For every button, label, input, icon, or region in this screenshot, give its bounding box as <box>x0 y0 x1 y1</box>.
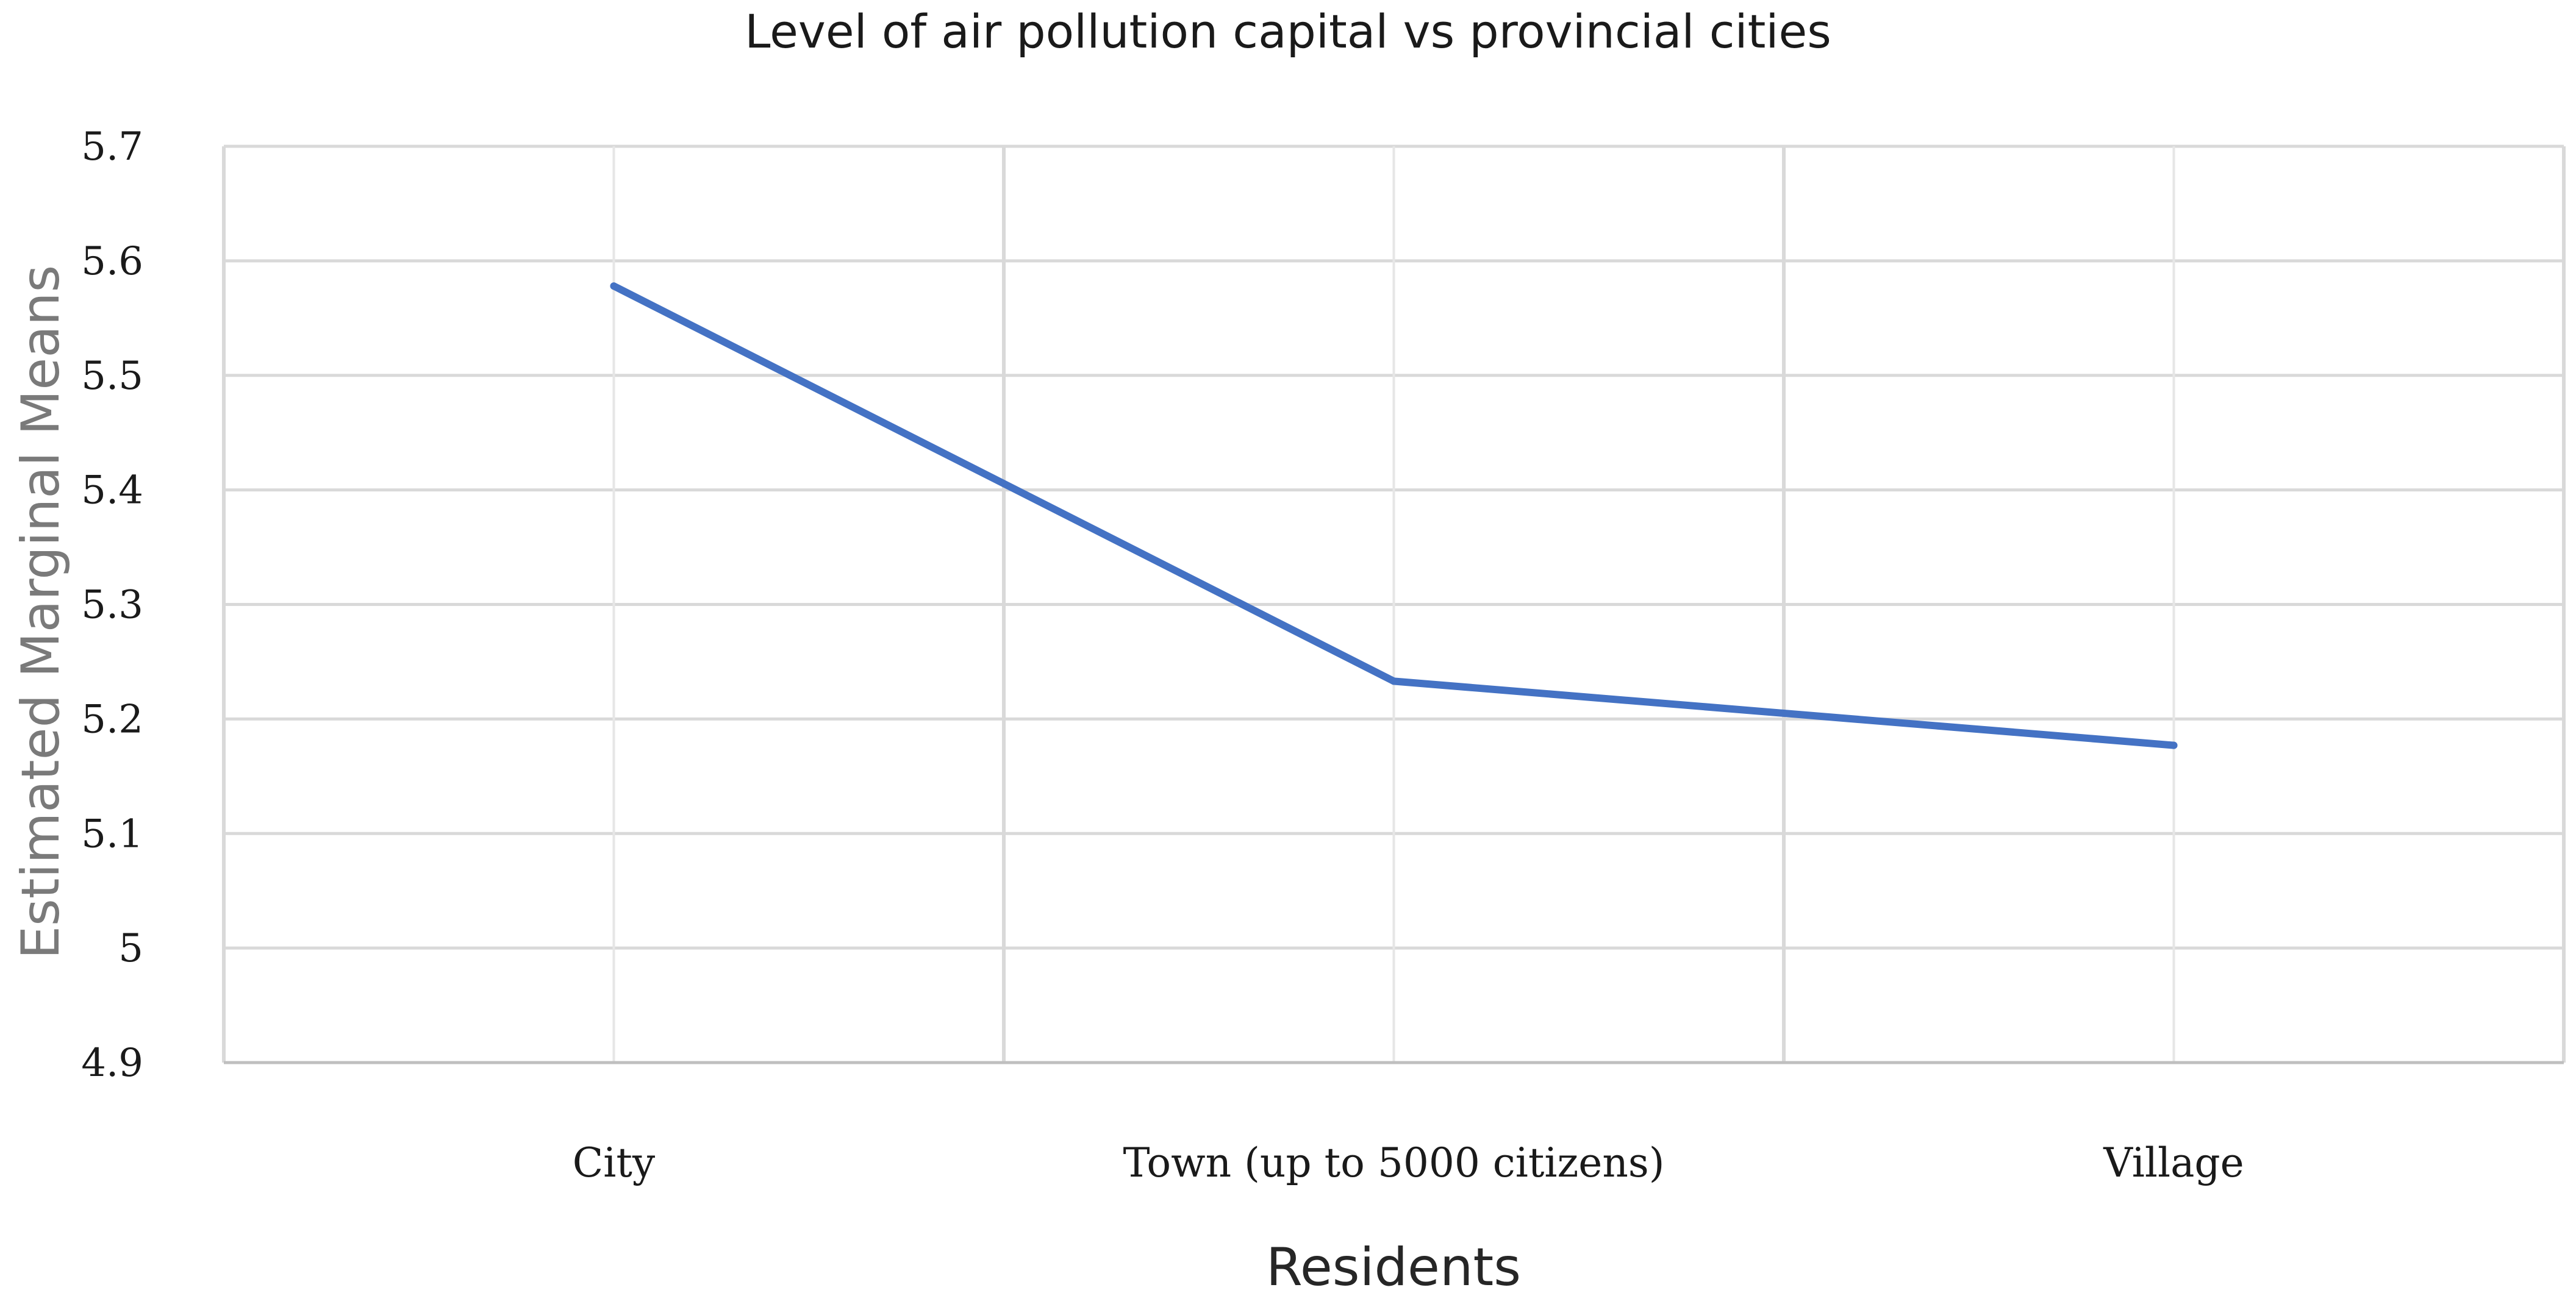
plot-area <box>222 144 2566 1064</box>
y-tick-label: 5.4 <box>81 468 143 513</box>
data-point <box>610 282 618 290</box>
y-tick-label: 5.3 <box>81 583 143 628</box>
chart-title: Level of air pollution capital vs provin… <box>745 4 1831 59</box>
y-tick-label: 5.7 <box>81 124 143 169</box>
x-axis-title: Residents <box>1266 1237 1521 1298</box>
y-tick-label: 5.1 <box>81 811 143 857</box>
y-tick-label: 4.9 <box>81 1041 143 1086</box>
y-tick-label: 5 <box>118 926 143 971</box>
y-tick-labels: 5.7 5.6 5.5 5.4 5.3 5.2 5.1 5 4.9 <box>81 124 143 1086</box>
x-category-label: City <box>573 1139 656 1186</box>
y-tick-label: 5.6 <box>81 239 143 284</box>
x-category-labels: City Town (up to 5000 citizens) Village <box>573 1139 2244 1186</box>
y-tick-label: 5.5 <box>81 354 143 399</box>
data-point <box>2170 741 2178 749</box>
x-category-label: Village <box>2103 1139 2244 1186</box>
x-category-label: Town (up to 5000 citizens) <box>1123 1139 1665 1186</box>
y-axis-title: Estimated Marginal Means <box>10 265 71 960</box>
vertical-gridlines <box>222 146 2566 1063</box>
series-group <box>610 282 2178 749</box>
y-tick-label: 5.2 <box>81 697 143 742</box>
data-point <box>1390 677 1398 685</box>
